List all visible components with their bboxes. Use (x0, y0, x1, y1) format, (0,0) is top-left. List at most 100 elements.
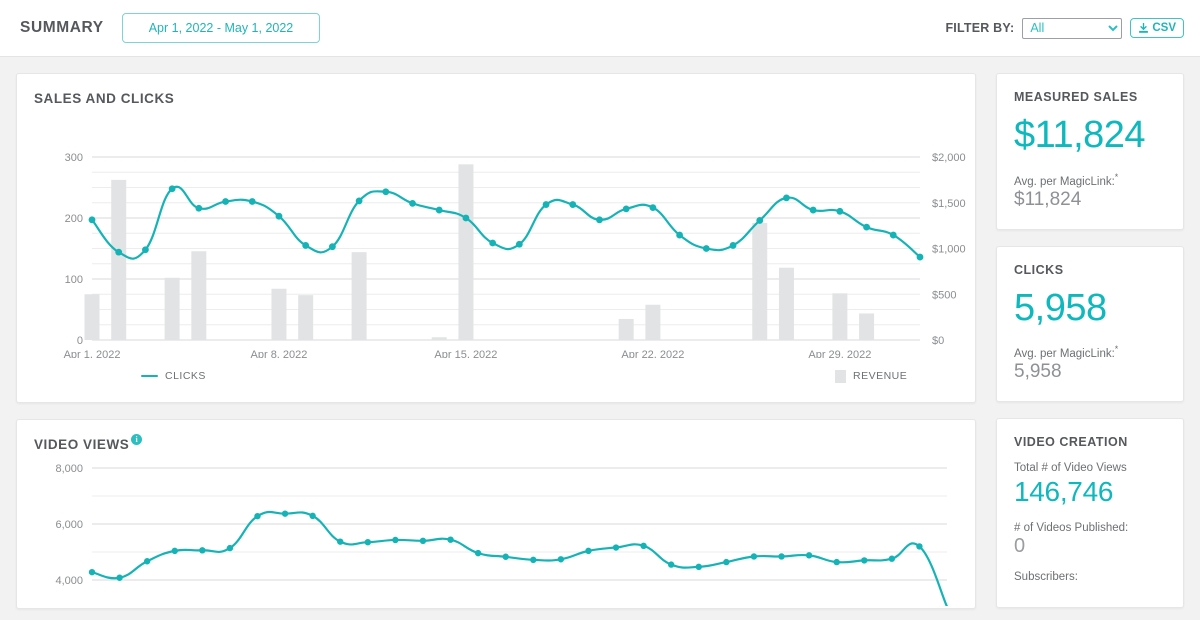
csv-export-button[interactable]: CSV (1130, 18, 1184, 38)
date-range-picker[interactable]: Apr 1, 2022 - May 1, 2022 (121, 13, 321, 43)
clicks-point (515, 240, 523, 248)
revenue-bar (111, 179, 127, 341)
x-axis-tick: Apr 8, 2022 (251, 349, 308, 358)
video-views-point (585, 547, 592, 555)
clicks-point (622, 205, 630, 213)
dashboard-body: SALES AND CLICKS 0 100 200 300 $0 $500 $1,000 $… (0, 57, 1200, 620)
video-creation-card: VIDEO CREATION Total # of Video Views 14… (996, 418, 1184, 609)
main-column: SALES AND CLICKS 0 100 200 300 $0 $500 $1,000 $… (16, 73, 976, 609)
clicks-point (836, 207, 844, 215)
y-axis-tick-right: $500 (932, 289, 956, 301)
revenue-bar (431, 337, 447, 340)
clicks-point (489, 239, 497, 247)
clicks-point (168, 185, 176, 193)
bar-swatch-icon (835, 369, 846, 383)
video-views-point (640, 542, 647, 550)
clicks-point (328, 243, 336, 251)
y-axis-tick-left: 200 (65, 213, 83, 225)
revenue-bar (298, 295, 314, 340)
video-views-point (612, 544, 620, 551)
video-views-point (916, 543, 923, 550)
y-axis-tick-right: $2,000 (932, 152, 966, 164)
clicks-point (142, 246, 149, 254)
clicks-point (275, 212, 283, 220)
clicks-point (809, 206, 817, 214)
line-swatch-icon (141, 374, 158, 378)
clicks-sub-label: Avg. per MagicLink:* (1014, 344, 1183, 360)
measured-sales-title: MEASURED SALES (1014, 90, 1138, 104)
clicks-point (756, 217, 764, 224)
video-views-title-text: VIDEO VIEWS (34, 437, 130, 452)
legend-item-revenue[interactable]: REVENUE (835, 369, 907, 383)
clicks-point (222, 198, 229, 205)
video-views-point (337, 538, 344, 545)
video-views-point (281, 510, 289, 517)
total-video-views-value: 146,746 (1014, 476, 1114, 508)
clicks-point (916, 253, 924, 261)
y-axis-tick: 8,000 (55, 463, 83, 475)
clicks-point (195, 204, 203, 212)
revenue-bar (458, 164, 474, 340)
video-views-point (392, 536, 399, 544)
x-axis-tick: Apr 29, 2022 (808, 349, 871, 358)
video-views-point (502, 553, 509, 560)
page-title: SUMMARY (20, 19, 104, 36)
total-video-views-label: Total # of Video Views (1014, 462, 1127, 475)
measured-sales-value: $11,824 (1014, 114, 1146, 156)
clicks-point (569, 201, 577, 208)
video-views-chart: 4,000 6,000 8,000 (17, 454, 975, 606)
csv-label: CSV (1152, 22, 1176, 34)
clicks-line (90, 185, 922, 260)
clicks-point (302, 242, 310, 249)
revenue-bar (618, 318, 634, 340)
y-axis-tick: 6,000 (55, 519, 83, 531)
clicks-point (889, 231, 897, 239)
video-views-point (861, 557, 868, 564)
info-icon[interactable]: i (131, 434, 143, 445)
clicks-point (863, 223, 870, 231)
filter-select[interactable]: All (1022, 17, 1123, 39)
video-views-point (695, 563, 702, 571)
x-axis-tick: Apr 1, 2022 (64, 349, 121, 358)
video-views-point (171, 547, 178, 555)
revenue-bar (832, 293, 848, 340)
measured-sales-sub-label-text: Avg. per MagicLink: (1014, 175, 1115, 188)
measured-sales-sub-label: Avg. per MagicLink:* (1014, 172, 1183, 188)
video-views-point (888, 555, 896, 562)
sales-and-clicks-legend: CLICKS REVENUE (17, 358, 975, 402)
clicks-point (115, 248, 123, 256)
videos-published-label: # of Videos Published: (1014, 521, 1129, 534)
legend-item-clicks[interactable]: CLICKS (141, 370, 206, 382)
video-views-point (116, 574, 123, 581)
revenue-bar (164, 277, 180, 340)
revenue-bar (778, 267, 794, 340)
y-axis-tick-right: $1,500 (932, 198, 966, 210)
download-icon (1138, 22, 1149, 34)
y-axis-tick-left: 100 (65, 274, 83, 286)
y-axis-tick-right: $1,000 (932, 244, 966, 256)
video-views-point (805, 552, 813, 559)
clicks-point (702, 245, 710, 252)
clicks-point (462, 214, 470, 222)
video-views-point (88, 568, 96, 576)
clicks-point (542, 201, 550, 208)
video-views-point (557, 556, 565, 563)
y-axis-tick: 4,000 (55, 575, 83, 587)
revenue-bar (645, 304, 661, 340)
clicks-point (649, 204, 657, 212)
footnote-star: * (1114, 344, 1119, 355)
clicks-point (88, 216, 96, 224)
video-views-point (447, 536, 454, 543)
video-views-point (309, 512, 316, 520)
video-views-point (723, 558, 730, 566)
video-views-point (199, 547, 206, 554)
top-bar: SUMMARY Apr 1, 2022 - May 1, 2022 FILTER… (0, 0, 1200, 57)
legend-label-clicks: CLICKS (165, 370, 206, 382)
video-views-title: VIDEO VIEWS i (17, 420, 143, 452)
clicks-point (783, 194, 790, 202)
subscribers-label: Subscribers: (1014, 570, 1078, 583)
clicks-point (596, 216, 603, 224)
sales-and-clicks-chart: 0 100 200 300 $0 $500 $1,000 $1,500 $2,000 Apr 1,… (17, 108, 975, 358)
clicks-point (435, 206, 443, 214)
video-views-point (778, 553, 785, 560)
